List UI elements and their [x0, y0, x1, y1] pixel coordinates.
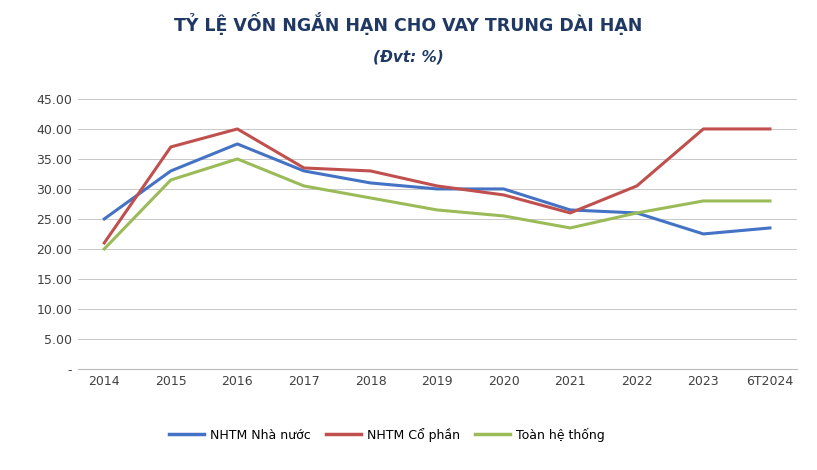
Legend: NHTM Nhà nước, NHTM Cổ phần, Toàn hệ thống: NHTM Nhà nước, NHTM Cổ phần, Toàn hệ thố… — [163, 423, 610, 447]
Text: TỶ LỆ VỐN NGẮN HẠN CHO VAY TRUNG DÀI HẠN: TỶ LỆ VỐN NGẮN HẠN CHO VAY TRUNG DÀI HẠN — [174, 12, 643, 35]
Text: (Đvt: %): (Đvt: %) — [373, 49, 444, 64]
